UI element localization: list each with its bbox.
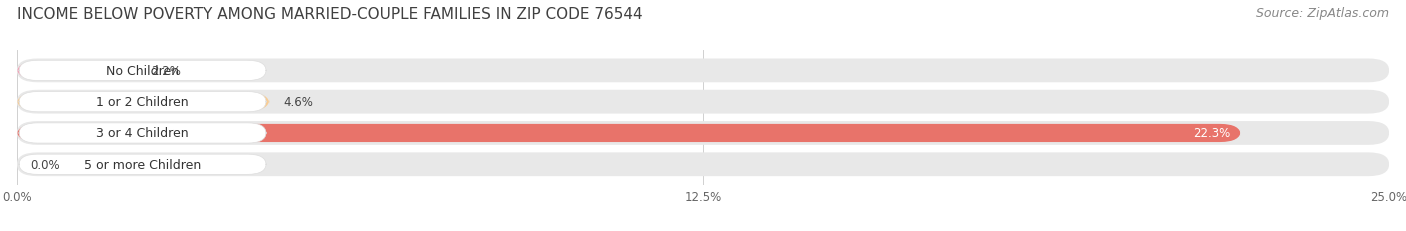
- FancyBboxPatch shape: [17, 93, 270, 111]
- FancyBboxPatch shape: [17, 122, 1389, 145]
- Text: 5 or more Children: 5 or more Children: [84, 158, 201, 171]
- Text: 3 or 4 Children: 3 or 4 Children: [96, 127, 188, 140]
- FancyBboxPatch shape: [17, 59, 1389, 83]
- Text: 22.3%: 22.3%: [1192, 127, 1230, 140]
- Text: No Children: No Children: [105, 65, 179, 78]
- FancyBboxPatch shape: [20, 123, 266, 143]
- FancyBboxPatch shape: [17, 62, 138, 80]
- Text: 4.6%: 4.6%: [283, 96, 314, 109]
- FancyBboxPatch shape: [20, 155, 266, 175]
- FancyBboxPatch shape: [17, 90, 1389, 114]
- Text: Source: ZipAtlas.com: Source: ZipAtlas.com: [1256, 7, 1389, 20]
- Text: 2.2%: 2.2%: [152, 65, 181, 78]
- Text: 0.0%: 0.0%: [31, 158, 60, 171]
- FancyBboxPatch shape: [20, 61, 266, 81]
- Text: 1 or 2 Children: 1 or 2 Children: [96, 96, 188, 109]
- Text: INCOME BELOW POVERTY AMONG MARRIED-COUPLE FAMILIES IN ZIP CODE 76544: INCOME BELOW POVERTY AMONG MARRIED-COUPL…: [17, 7, 643, 22]
- FancyBboxPatch shape: [17, 124, 1241, 143]
- FancyBboxPatch shape: [17, 153, 1389, 176]
- FancyBboxPatch shape: [20, 92, 266, 112]
